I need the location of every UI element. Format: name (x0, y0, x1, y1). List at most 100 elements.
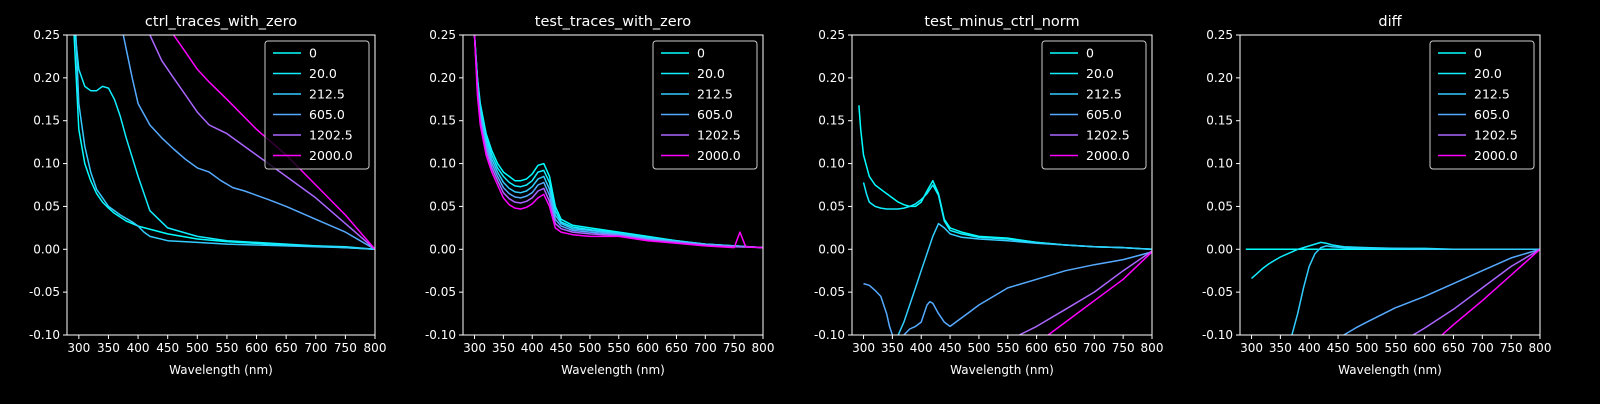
chart-panel-4: 300 350 400 450 500 550 600 650 700 750 800 -0.10 -0… (1202, 14, 1552, 377)
x-tick-label: 650 (1442, 341, 1465, 355)
chart-title: test_traces_with_zero (535, 14, 692, 30)
x-axis-label: Wavelength (nm) (1338, 363, 1442, 377)
legend-entry: 0 (1086, 46, 1094, 61)
y-tick-label: 0.10 (429, 157, 456, 171)
x-tick-label: 750 (334, 341, 357, 355)
y-tick-label: -0.05 (425, 285, 456, 299)
y-tick-label: 0.10 (818, 157, 845, 171)
chart-title: test_minus_ctrl_norm (924, 14, 1079, 30)
series-line-2000.0 (1441, 248, 1540, 335)
series-line-212.5 (1291, 245, 1540, 335)
legend-entry: 0 (1474, 46, 1482, 61)
axes-frame (462, 34, 764, 336)
x-tick-label: 450 (156, 341, 179, 355)
x-tick-label: 700 (1083, 341, 1106, 355)
x-tick-label: 650 (275, 341, 298, 355)
x-tick-label: 350 (97, 341, 120, 355)
x-tick-label: 350 (881, 341, 904, 355)
legend-entry: 2000.0 (1474, 148, 1518, 163)
y-tick-label: 0.20 (1206, 71, 1233, 85)
x-tick-label: 750 (1500, 341, 1523, 355)
x-tick-label: 600 (636, 341, 659, 355)
axes-frame (851, 34, 1153, 336)
x-tick-label: 550 (996, 341, 1019, 355)
x-tick-label: 300 (852, 341, 875, 355)
x-tick-label: 600 (1413, 341, 1436, 355)
x-tick-label: 700 (304, 341, 327, 355)
x-tick-label: 750 (1112, 341, 1135, 355)
series-line-1202.5 (149, 35, 375, 250)
series-line-1202.5 (1018, 250, 1152, 335)
legend-entry: 20.0 (1086, 66, 1114, 81)
series-line-605.0 (1343, 248, 1540, 335)
chart-panel-2: 300 350 400 450 500 550 600 650 700 750 800 -0.10 -0… (425, 14, 775, 377)
legend: 0 20.0 212.5 605.0 1202.5 2000.0 (1429, 40, 1535, 170)
series-group (1245, 241, 1540, 335)
x-tick-label: 500 (1355, 341, 1378, 355)
x-axis-label: Wavelength (nm) (950, 363, 1054, 377)
x-tick-label: 350 (1269, 341, 1292, 355)
y-tick-label: -0.10 (814, 328, 845, 342)
series-line-212.5 (75, 35, 375, 251)
series-line-605.0 (863, 251, 1152, 335)
legend-entry: 2000.0 (1086, 148, 1130, 163)
series-line-0 (473, 35, 763, 249)
x-tick-label: 600 (1025, 341, 1048, 355)
x-tick-label: 550 (215, 341, 238, 355)
legend-entry: 20.0 (697, 66, 725, 81)
y-tick-label: 0.05 (429, 199, 456, 213)
series-line-2000.0 (473, 35, 763, 249)
x-tick-label: 700 (694, 341, 717, 355)
legend-entry: 1202.5 (309, 128, 353, 143)
series-line-605.0 (473, 35, 763, 249)
x-tick-label: 500 (578, 341, 601, 355)
y-tick-label: -0.10 (29, 328, 60, 342)
x-tick-label: 300 (463, 341, 486, 355)
y-tick-label: 0.00 (818, 242, 845, 256)
series-line-2000.0 (172, 35, 375, 250)
legend-entry: 605.0 (1086, 107, 1122, 122)
x-tick-label: 550 (1384, 341, 1407, 355)
x-tick-label: 450 (939, 341, 962, 355)
legend-entry: 20.0 (309, 66, 337, 81)
y-tick-label: 0.20 (818, 71, 845, 85)
series-line-20.0 (473, 35, 763, 249)
x-tick-label: 400 (127, 341, 150, 355)
y-tick-label: 0.15 (818, 114, 845, 128)
legend: 0 20.0 212.5 605.0 1202.5 2000.0 (652, 40, 758, 170)
legend: 0 20.0 212.5 605.0 1202.5 2000.0 (1041, 40, 1147, 170)
y-tick-label: -0.05 (814, 285, 845, 299)
x-tick-label: 700 (1471, 341, 1494, 355)
legend-entry: 1202.5 (697, 128, 741, 143)
y-tick-label: 0.25 (429, 28, 456, 42)
x-tick-label: 800 (1141, 341, 1164, 355)
legend-entry: 605.0 (1474, 107, 1510, 122)
chart-panel-3: 300 350 400 450 500 550 600 650 700 750 800 -0.10 -0… (814, 14, 1164, 377)
y-tick-label: 0.10 (1206, 157, 1233, 171)
chart-title: diff (1378, 14, 1402, 30)
x-tick-label: 500 (967, 341, 990, 355)
series-line-1202.5 (1412, 248, 1540, 335)
y-tick-label: 0.20 (33, 71, 60, 85)
y-tick-label: 0.00 (429, 242, 456, 256)
legend-entry: 0 (309, 46, 317, 61)
x-tick-label: 400 (1298, 341, 1321, 355)
series-line-605.0 (122, 35, 375, 250)
series-group (73, 35, 375, 251)
legend-entry: 1202.5 (1474, 128, 1518, 143)
y-tick-label: 0.15 (33, 114, 60, 128)
series-line-2000.0 (1047, 251, 1152, 335)
chart-title: ctrl_traces_with_zero (145, 14, 297, 30)
legend-entry: 212.5 (1086, 87, 1122, 102)
legend-entry: 1202.5 (1086, 128, 1130, 143)
x-axis-label: Wavelength (nm) (561, 363, 665, 377)
y-tick-label: 0.15 (1206, 114, 1233, 128)
y-tick-label: -0.10 (425, 328, 456, 342)
axes-frame (1239, 34, 1541, 336)
legend-entry: 212.5 (697, 87, 733, 102)
x-tick-label: 400 (521, 341, 544, 355)
x-tick-label: 300 (67, 341, 90, 355)
y-tick-label: 0.05 (33, 199, 60, 213)
